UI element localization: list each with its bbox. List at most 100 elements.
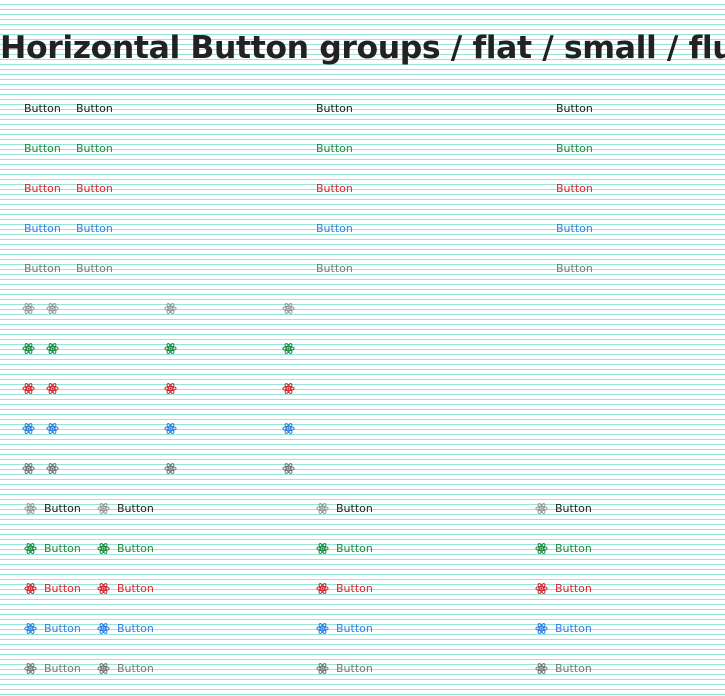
icon-text-button-success-2[interactable]: Button [97, 538, 154, 558]
atom-icon [282, 382, 295, 395]
icon-button-default-3[interactable] [164, 298, 177, 318]
icon-text-button-default-2[interactable]: Button [97, 498, 154, 518]
atom-icon [24, 542, 37, 555]
text-button-success-1[interactable]: Button [24, 138, 61, 158]
button-label: Button [316, 261, 353, 275]
text-button-primary-1[interactable]: Button [24, 218, 61, 238]
text-button-primary-4[interactable]: Button [556, 218, 593, 238]
icon-button-success-4[interactable] [282, 338, 295, 358]
button-label: Button [24, 221, 61, 235]
button-label: Button [76, 261, 113, 275]
icon-text-button-danger-1[interactable]: Button [24, 578, 81, 598]
text-button-default-3[interactable]: Button [316, 98, 353, 118]
icon-button-success-3[interactable] [164, 338, 177, 358]
text-button-primary-2[interactable]: Button [76, 218, 113, 238]
atom-icon [282, 462, 295, 475]
text-button-default-2[interactable]: Button [76, 98, 113, 118]
button-label: Button [556, 101, 593, 115]
button-label: Button [336, 541, 373, 555]
icon-text-button-danger-4[interactable]: Button [535, 578, 592, 598]
atom-icon [164, 462, 177, 475]
icon-text-button-muted-3[interactable]: Button [316, 658, 373, 678]
atom-icon [535, 582, 548, 595]
icon-button-muted-3[interactable] [164, 458, 177, 478]
text-button-muted-3[interactable]: Button [316, 258, 353, 278]
icon-button-primary-2[interactable] [46, 418, 59, 438]
icon-text-button-danger-2[interactable]: Button [97, 578, 154, 598]
icon-text-button-primary-1[interactable]: Button [24, 618, 81, 638]
icon-button-danger-4[interactable] [282, 378, 295, 398]
button-label: Button [117, 661, 154, 675]
text-button-default-4[interactable]: Button [556, 98, 593, 118]
icon-button-primary-1[interactable] [22, 418, 35, 438]
icon-text-button-primary-4[interactable]: Button [535, 618, 592, 638]
atom-icon [46, 342, 59, 355]
text-button-danger-3[interactable]: Button [316, 178, 353, 198]
atom-icon [282, 342, 295, 355]
page-title: Horizontal Button groups / flat / small … [0, 30, 725, 66]
button-label: Button [44, 501, 81, 515]
button-label: Button [44, 581, 81, 595]
icon-text-button-danger-3[interactable]: Button [316, 578, 373, 598]
button-label: Button [117, 581, 154, 595]
atom-icon [164, 382, 177, 395]
atom-icon [316, 502, 329, 515]
text-button-danger-4[interactable]: Button [556, 178, 593, 198]
icon-text-button-primary-2[interactable]: Button [97, 618, 154, 638]
text-button-primary-3[interactable]: Button [316, 218, 353, 238]
atom-icon [97, 662, 110, 675]
button-label: Button [556, 261, 593, 275]
button-label: Button [44, 541, 81, 555]
button-label: Button [556, 221, 593, 235]
button-label: Button [76, 101, 113, 115]
text-button-success-4[interactable]: Button [556, 138, 593, 158]
icon-button-muted-1[interactable] [22, 458, 35, 478]
text-button-default-1[interactable]: Button [24, 98, 61, 118]
text-button-success-2[interactable]: Button [76, 138, 113, 158]
text-button-muted-1[interactable]: Button [24, 258, 61, 278]
text-button-success-3[interactable]: Button [316, 138, 353, 158]
icon-text-button-default-1[interactable]: Button [24, 498, 81, 518]
atom-icon [535, 502, 548, 515]
icon-text-button-success-1[interactable]: Button [24, 538, 81, 558]
icon-button-primary-3[interactable] [164, 418, 177, 438]
icon-button-danger-3[interactable] [164, 378, 177, 398]
icon-button-success-2[interactable] [46, 338, 59, 358]
icon-text-button-success-3[interactable]: Button [316, 538, 373, 558]
text-button-danger-1[interactable]: Button [24, 178, 61, 198]
icon-text-button-success-4[interactable]: Button [535, 538, 592, 558]
atom-icon [24, 662, 37, 675]
button-label: Button [117, 541, 154, 555]
icon-button-danger-1[interactable] [22, 378, 35, 398]
icon-text-button-default-3[interactable]: Button [316, 498, 373, 518]
text-button-danger-2[interactable]: Button [76, 178, 113, 198]
atom-icon [46, 422, 59, 435]
button-label: Button [555, 541, 592, 555]
icon-button-default-2[interactable] [46, 298, 59, 318]
atom-icon [316, 582, 329, 595]
icon-button-default-1[interactable] [22, 298, 35, 318]
text-button-muted-2[interactable]: Button [76, 258, 113, 278]
button-label: Button [555, 501, 592, 515]
atom-icon [46, 302, 59, 315]
button-label: Button [117, 621, 154, 635]
button-label: Button [336, 581, 373, 595]
atom-icon [97, 502, 110, 515]
icon-button-muted-2[interactable] [46, 458, 59, 478]
atom-icon [24, 582, 37, 595]
text-button-muted-4[interactable]: Button [556, 258, 593, 278]
icon-text-button-muted-2[interactable]: Button [97, 658, 154, 678]
icon-button-muted-4[interactable] [282, 458, 295, 478]
atom-icon [535, 622, 548, 635]
icon-button-danger-2[interactable] [46, 378, 59, 398]
icon-button-success-1[interactable] [22, 338, 35, 358]
button-label: Button [336, 661, 373, 675]
icon-button-default-4[interactable] [282, 298, 295, 318]
icon-text-button-muted-4[interactable]: Button [535, 658, 592, 678]
icon-button-primary-4[interactable] [282, 418, 295, 438]
atom-icon [164, 302, 177, 315]
button-label: Button [556, 141, 593, 155]
icon-text-button-muted-1[interactable]: Button [24, 658, 81, 678]
icon-text-button-default-4[interactable]: Button [535, 498, 592, 518]
icon-text-button-primary-3[interactable]: Button [316, 618, 373, 638]
